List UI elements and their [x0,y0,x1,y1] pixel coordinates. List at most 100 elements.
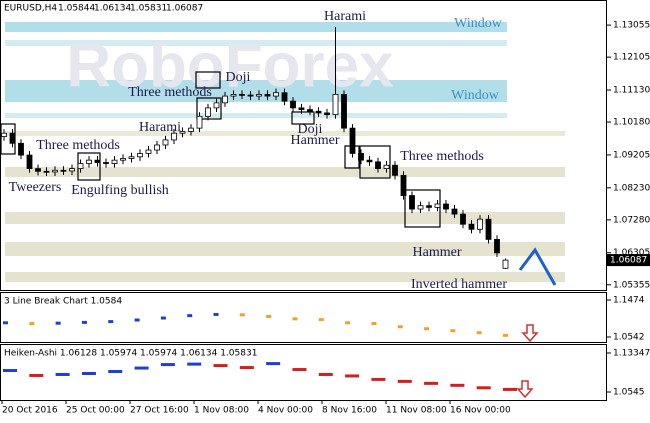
candle-body [196,115,203,129]
line-break-brick [266,314,272,318]
heiken-ashi-bar [55,372,70,376]
candle-body [341,94,347,129]
candle-body [485,218,492,240]
line-break-brick [476,331,482,335]
candle-body [409,195,415,210]
candle-body [1,132,7,137]
last-price: 1.06087 [610,256,647,266]
line-break-brick [397,325,403,329]
candle-body [256,94,262,97]
y-tick-label: 1.10180 [613,118,650,128]
candle-body [222,95,228,104]
candle-body [502,259,509,269]
candle-body [434,203,441,208]
candle-body [69,168,75,172]
y-tick-label: 1.06305 [613,248,650,258]
candle-body [128,156,135,159]
x-tick-label: 11 Nov 08:00 [386,406,447,416]
line-break-brick [55,321,61,325]
pattern-boxes [0,71,441,228]
x-tick-label: 8 Nov 16:00 [322,406,377,416]
symbol: EURUSD,H4 [4,4,57,14]
candle-body [273,92,279,97]
candle-body [179,131,186,134]
y-tick-label: 1.0542 [613,333,645,343]
line-break-brick [187,314,193,318]
line-break-brick [345,321,351,325]
heiken-ashi-bar [3,369,17,373]
heiken-ashi-bar [503,387,517,391]
candle-body [162,139,169,146]
line-break-brick [318,318,324,322]
candle-body [239,94,245,96]
candle-body [349,127,356,154]
x-tick-label: 25 Oct 00:00 [66,406,125,416]
candle-body [103,162,109,164]
heiken-ashi-bar [187,362,202,366]
heiken-ashi-bar [318,372,333,376]
y-tick-label: 1.07280 [613,215,650,225]
line-break-brick [160,316,166,320]
annotation: Doji [298,122,323,137]
candle-body [460,213,466,225]
candle-body [358,153,364,161]
candle-body [188,127,194,132]
header-value: 1.05844 [58,4,95,14]
heiken-ashi-bar [450,383,465,387]
line-break-brick [29,322,35,326]
heiken-ashi-bar [81,371,96,375]
candle-body [264,94,271,97]
candle-body [477,218,483,230]
annotation: Three methods [36,138,120,153]
candle-body [52,169,58,173]
x-tick-label: 4 Nov 00:00 [258,406,313,416]
x-tick-label: 1 Nov 08:00 [194,406,249,416]
line-break-brick [81,320,87,324]
heiken-ashi-bar [266,362,281,366]
annotation: Three methods [400,149,484,164]
candle-body [298,107,305,110]
candle-body [383,164,390,169]
candle-body [307,109,313,112]
annotation: Harami [324,9,366,24]
y-tick-label: 1.1474 [613,296,645,306]
heiken-ashi-bar [239,366,254,370]
projection-arrow [518,247,557,286]
x-tick-label: 20 Oct 2016 [2,406,58,416]
candle-body [26,154,33,169]
heiken-ashi-bar [292,368,307,372]
header-value: 1.05831 [130,4,167,14]
heiken-ashi-bar [371,377,386,381]
candle-body [86,159,92,164]
candle-body [111,159,118,164]
line-break-brick [292,317,298,321]
watermark: RoboForex [66,31,394,100]
annotation: Three methods [128,85,212,100]
line-break-brick [213,312,219,316]
annotation: Window [451,88,500,103]
candle-body [400,174,407,196]
candle-body [315,110,322,114]
annotation: Hammer [413,245,462,260]
candle-body [281,92,288,102]
y-tick-label: 1.11130 [613,86,650,96]
annotation: Hammer [291,133,340,148]
y-tick-label: 1.09205 [613,150,650,160]
heiken-ashi-bar [108,370,123,374]
y-tick-label: 1.12105 [613,53,650,63]
header-value: 1.06134 [94,4,131,14]
candle-body [494,239,500,254]
candle-body [468,223,475,230]
y-tick-label: 1.13055 [613,21,650,31]
level-bands [5,22,565,282]
x-tick-label: 16 Nov 00:00 [450,406,511,416]
candle-body [154,144,160,151]
heiken-ashi-bar [424,381,439,385]
line-break-brick [3,321,8,325]
line-break-brick [108,320,114,324]
candle-body [77,163,84,169]
signal-arrows [516,324,539,399]
candle-body [324,112,330,116]
